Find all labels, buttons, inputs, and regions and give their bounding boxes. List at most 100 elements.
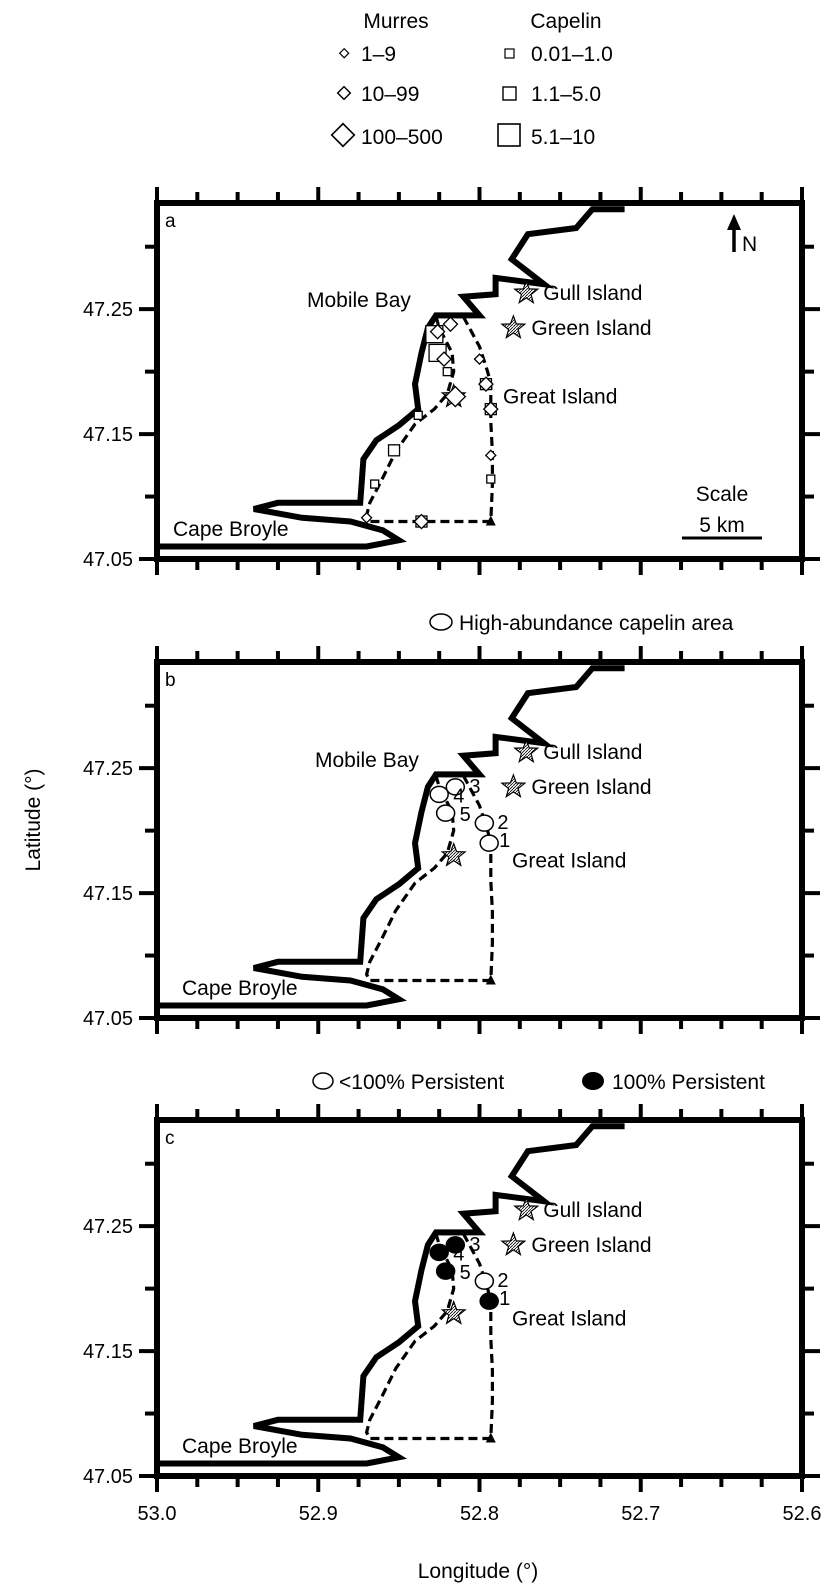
partial-persistence-label: <100% Persistent xyxy=(339,1071,504,1094)
capelin-area-3 xyxy=(445,1236,466,1254)
x-tick-label: 53.0 xyxy=(138,1503,177,1525)
capelin-area-legend: High-abundance capelin area xyxy=(429,612,734,635)
capelin-marker xyxy=(442,366,452,377)
north-label: N xyxy=(742,233,757,256)
scale-value: 5 km xyxy=(699,514,745,537)
area-number-1: 1 xyxy=(499,830,510,852)
route-end-marker xyxy=(485,974,496,985)
capelin-area-4 xyxy=(429,785,449,804)
capelin-marker xyxy=(486,474,496,484)
panel-frame xyxy=(154,659,805,1021)
capelin-area-2 xyxy=(474,814,495,832)
north-arrow-icon xyxy=(727,214,741,230)
area-number-5: 5 xyxy=(460,804,471,826)
murre-marker xyxy=(484,449,497,462)
y-tick-label: 47.15 xyxy=(83,424,133,446)
full-persistence-icon xyxy=(582,1072,604,1090)
capelin-area-1 xyxy=(479,1292,499,1310)
survey-route xyxy=(364,1232,494,1441)
murres-legend-title: Murres xyxy=(363,10,428,33)
route-end-marker xyxy=(485,515,496,526)
area-number-2: 2 xyxy=(497,812,508,834)
murre-marker xyxy=(482,401,499,418)
survey-route xyxy=(364,315,494,524)
capelin-medium-label: 1.1–5.0 xyxy=(531,83,601,106)
coastline xyxy=(157,1123,625,1467)
green-island-label: Green Island xyxy=(531,317,651,340)
capelin-small-icon xyxy=(504,48,515,59)
murre-marker xyxy=(413,513,430,530)
murre-marker xyxy=(478,376,494,393)
survey-route xyxy=(364,774,494,983)
capelin-legend-title: Capelin xyxy=(530,10,601,33)
partial-persistence-icon xyxy=(312,1072,334,1090)
capelin-marker xyxy=(413,410,423,421)
gull-island-label: Gull Island xyxy=(543,282,642,305)
y-tick-label: 47.25 xyxy=(83,758,133,780)
map-panels: 47.25 47.15 47.05 a Mobile Bay Gull Island Gre… xyxy=(83,187,822,1525)
area-number-5: 5 xyxy=(460,1262,471,1284)
y-tick-label: 47.05 xyxy=(83,1008,133,1030)
capelin-area-3 xyxy=(445,778,466,796)
x-tick-label: 52.8 xyxy=(460,1503,499,1525)
murres-medium-icon xyxy=(336,85,352,101)
green-island-star xyxy=(500,1231,527,1257)
x-tick-label: 52.6 xyxy=(783,1503,822,1525)
x-tick-labels: 53.0 52.9 52.8 52.7 52.6 xyxy=(138,1503,822,1525)
panel-letter: a xyxy=(165,211,176,232)
x-tick-label: 52.7 xyxy=(621,1503,660,1525)
murre-marker xyxy=(444,385,467,408)
capelin-medium-icon xyxy=(502,86,517,101)
area-number-4: 4 xyxy=(453,785,464,807)
cape-broyle-label: Cape Broyle xyxy=(182,977,298,1000)
mobile-bay-label: Mobile Bay xyxy=(315,749,419,772)
capelin-area-1 xyxy=(479,834,499,852)
full-persistence-label: 100% Persistent xyxy=(612,1071,765,1094)
murres-large-icon xyxy=(330,122,356,148)
green-island-star xyxy=(500,314,527,340)
y-tick-label: 47.15 xyxy=(83,1341,133,1363)
coastline xyxy=(157,665,625,1009)
capelin-marker xyxy=(387,444,401,457)
area-ellipse-icon xyxy=(429,613,453,631)
panel-frame xyxy=(154,200,805,562)
great-island-label: Great Island xyxy=(503,386,617,409)
capelin-area-2 xyxy=(474,1272,495,1290)
persistence-legend: <100% Persistent 100% Persistent xyxy=(312,1071,765,1094)
cape-broyle-label: Cape Broyle xyxy=(182,1435,298,1458)
y-tick-label: 47.25 xyxy=(83,1216,133,1238)
capelin-area-legend-label: High-abundance capelin area xyxy=(459,612,734,635)
area-number-3: 3 xyxy=(469,1234,480,1256)
great-island-label: Great Island xyxy=(512,850,626,873)
murres-small-label: 1–9 xyxy=(361,43,396,66)
coastline xyxy=(157,206,625,550)
y-tick-label: 47.05 xyxy=(83,1466,133,1488)
area-number-1: 1 xyxy=(499,1288,510,1310)
murres-medium-label: 10–99 xyxy=(361,83,419,106)
murre-marker xyxy=(429,323,446,340)
cape-broyle-label: Cape Broyle xyxy=(173,518,289,541)
gull-island-star xyxy=(513,1196,540,1222)
murres-small-icon xyxy=(338,47,350,59)
gull-island-star xyxy=(513,279,540,305)
y-axis-title: Latitude (°) xyxy=(22,769,45,872)
green-island-star xyxy=(500,773,527,799)
route-end-marker xyxy=(485,1432,496,1443)
great-island-star xyxy=(440,1299,467,1325)
capelin-large-label: 5.1–10 xyxy=(531,126,595,149)
green-island-label: Green Island xyxy=(531,1234,651,1257)
map-panel-c: 47.25 47.15 47.05 c Gull Island Green Island G… xyxy=(83,1104,820,1492)
murre-marker xyxy=(360,511,373,524)
map-panel-a: 47.25 47.15 47.05 a Mobile Bay Gull Island Gre… xyxy=(83,187,820,575)
scale-title: Scale xyxy=(696,483,749,506)
capelin-small-label: 0.01–1.0 xyxy=(531,43,613,66)
green-island-label: Green Island xyxy=(531,776,651,799)
y-tick-label: 47.25 xyxy=(83,299,133,321)
size-legend: Murres Capelin 1–9 10–99 100–500 0.01–1.… xyxy=(330,10,613,149)
mobile-bay-label: Mobile Bay xyxy=(307,289,411,312)
capelin-marker xyxy=(370,479,380,489)
gull-island-label: Gull Island xyxy=(543,1199,642,1222)
panel-letter: b xyxy=(165,670,176,691)
